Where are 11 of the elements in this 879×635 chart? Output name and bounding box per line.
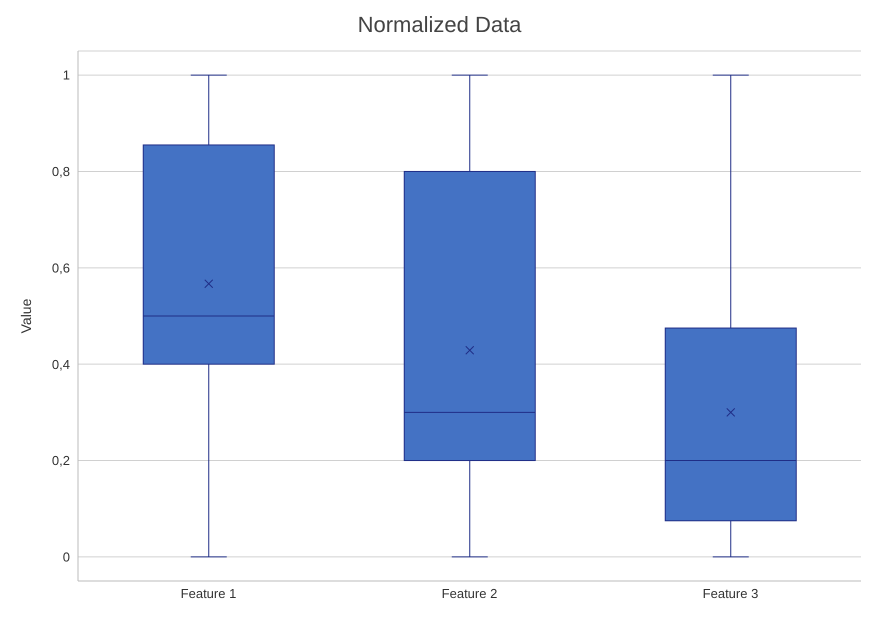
chart-title: Normalized Data [356, 11, 522, 39]
y-tick-label: 0,2 [52, 453, 70, 468]
y-tick-label: 0,4 [52, 356, 70, 372]
x-tick-label: Feature 1 [180, 586, 236, 602]
y-tick-label: 1 [62, 68, 70, 83]
y-tick-label: 0 [62, 550, 70, 565]
y-axis-title: Value [18, 298, 34, 334]
x-tick-label: Feature 2 [442, 586, 498, 602]
x-tick-label: Feature 3 [702, 586, 758, 602]
y-tick-label: 0,6 [52, 260, 70, 276]
y-tick-label: 0,8 [52, 164, 70, 180]
